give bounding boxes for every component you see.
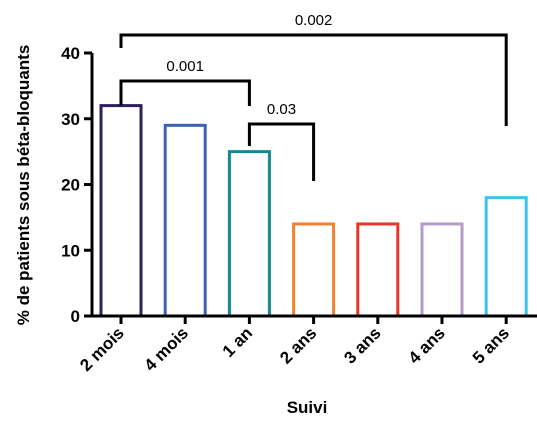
p-value-label: 0.03 <box>267 101 296 118</box>
significance-brackets: 0.001 0.03 0.002 <box>119 12 508 181</box>
bar-3-ans <box>356 222 400 318</box>
p-value-label: 0.002 <box>295 12 333 29</box>
bar-1-an <box>227 150 271 318</box>
y-axis-title: % de patients sous béta-bloquants <box>14 45 33 326</box>
x-axis-title: Suivi <box>287 398 328 417</box>
x-tick-label: 4 ans <box>405 323 449 367</box>
bar-4-ans <box>420 222 464 318</box>
bar-4-mois <box>163 123 207 318</box>
x-tick-label: 2 ans <box>276 323 320 367</box>
y-tick-label: 20 <box>61 176 80 195</box>
significance-bracket <box>119 33 508 126</box>
x-tick-label: 5 ans <box>469 323 513 367</box>
y-tick-label: 10 <box>61 241 80 260</box>
bar-2-ans <box>292 222 336 318</box>
significance-bracket <box>119 79 251 106</box>
y-tick-label: 0 <box>71 307 80 326</box>
y-tick-label: 40 <box>61 44 80 63</box>
x-tick-label: 2 mois <box>76 323 128 375</box>
axes-group: 0 10 20 30 40 2 mois 4 mois 1 an 2 ans 3 ans 4 ans… <box>61 44 537 375</box>
y-tick-label: 30 <box>61 110 80 129</box>
bar-2-mois <box>99 104 143 318</box>
x-tick-label: 4 mois <box>141 323 193 375</box>
significance-bracket <box>247 122 316 181</box>
bar-5-ans <box>484 196 528 318</box>
x-tick-label: 3 ans <box>340 323 384 367</box>
p-value-label: 0.001 <box>166 58 204 75</box>
x-tick-label: 1 an <box>219 323 256 360</box>
